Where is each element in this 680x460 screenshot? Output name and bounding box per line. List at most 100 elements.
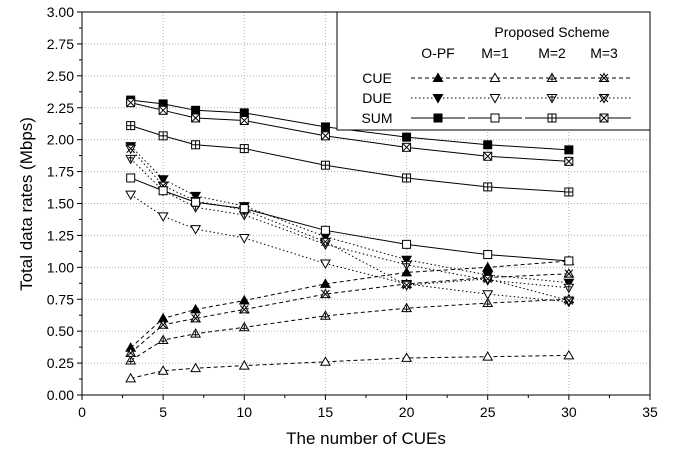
marker-shape [564,145,574,155]
marker-shape [320,122,330,132]
legend-item [411,94,465,104]
y-tick-label: 0.75 [47,291,74,307]
y-tick-label: 1.75 [47,164,74,180]
data-point [190,362,202,373]
data-point [319,237,331,248]
legend-marker [490,113,500,123]
data-point [401,352,413,362]
legend-box [336,11,651,131]
series-cue-m1 [125,349,575,383]
y-tick-label: 1.25 [47,227,74,243]
data-point [125,190,137,201]
marker-shape [125,190,137,201]
marker-shape [190,362,202,373]
data-point [483,151,493,161]
legend-marker [432,72,444,82]
marker-cross-b [402,142,411,152]
x-tick-label: 20 [399,404,415,420]
data-point [239,144,249,154]
data-point [563,278,575,289]
data-point [319,356,331,366]
data-point [125,372,137,383]
legend-item [577,93,631,104]
data-point [191,113,201,123]
marker-shape [489,94,501,104]
legend-marker [598,72,610,83]
y-tick-label: 1.50 [47,196,74,212]
series-sum-opf [126,95,574,155]
marker-cross-b [239,305,249,314]
series-line [130,260,569,349]
data-point [238,321,250,332]
marker-shape [432,72,444,82]
legend-row-label: SUM [361,110,392,126]
legend-marker [489,72,501,82]
data-point [191,197,201,207]
series-line [130,177,569,262]
marker-shape [401,352,413,362]
legend-column-header: M=2 [538,45,566,61]
x-tick-label: 15 [318,404,334,420]
data-point [157,365,169,375]
legend-row-label: DUE [362,90,392,106]
data-point [157,334,169,345]
legend-item [525,94,579,104]
marker-shape [190,225,202,235]
marker-shape [489,72,501,82]
marker-cross-b [599,113,609,123]
data-point [401,260,413,271]
legend-item [577,113,631,123]
marker-shape [402,239,412,249]
series-sum-m1 [126,173,574,266]
data-point [402,239,412,249]
legend-item [468,113,522,123]
marker-shape [191,105,201,115]
data-point [483,182,493,192]
marker-shape [238,360,250,370]
data-point [319,288,331,299]
y-tick-label: 2.00 [47,132,74,148]
marker-shape [433,113,443,123]
data-point [564,145,574,155]
data-point [402,132,412,142]
marker-cross-b [402,280,411,290]
marker-cross-b [158,105,168,115]
legend-item [411,72,465,82]
legend-marker [546,72,558,82]
data-point [191,105,201,115]
data-point [483,250,493,260]
x-tick-label: 5 [159,404,167,420]
marker-shape [319,356,331,366]
marker-cross-b [483,274,493,284]
marker-cross-b [564,296,574,305]
y-tick-label: 0.00 [47,387,74,403]
data-point [482,290,494,300]
marker-shape [126,173,136,183]
data-point [401,280,413,291]
series-line [130,273,569,354]
marker-shape [157,365,169,375]
data-point [125,144,137,155]
data-point [564,256,574,266]
data-point [401,266,413,277]
legend-item [468,72,522,82]
x-tick-label: 0 [78,404,86,420]
legend-marker [598,93,610,104]
data-point [482,261,494,272]
marker-shape [319,278,331,288]
marker-cross-b [321,237,330,247]
marker-shape [563,349,575,360]
data-point [126,98,136,108]
marker-shape [158,186,168,196]
y-tick-label: 1.00 [47,259,74,275]
data-point [320,122,330,132]
marker-shape [239,204,249,214]
marker-shape [125,372,137,383]
series-line [130,194,569,303]
data-point [238,303,250,314]
legend-marker [546,94,558,104]
marker-cross-b [191,113,200,123]
data-point [482,351,494,361]
series-line [130,145,569,284]
data-point [158,131,168,141]
